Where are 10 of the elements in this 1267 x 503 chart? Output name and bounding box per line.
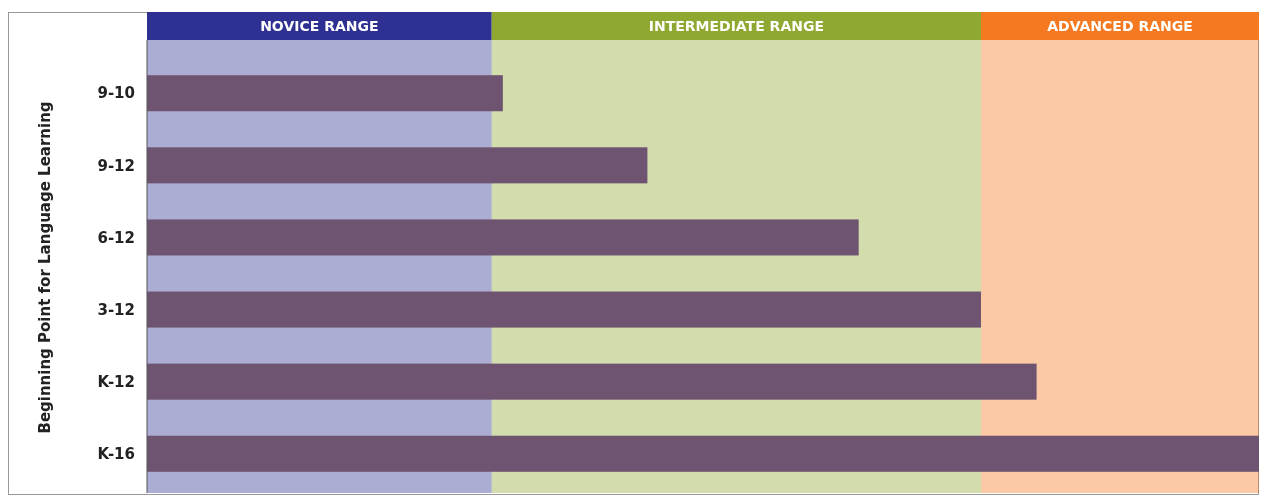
y-tick-label: 6-12 [97, 228, 135, 247]
y-tick-label: 9-12 [97, 156, 135, 175]
band-label: ADVANCED RANGE [1047, 18, 1193, 34]
y-tick-label: 9-10 [97, 84, 135, 103]
y-axis-title: Beginning Point for Language Learning [36, 101, 54, 434]
y-tick-label: K-16 [97, 445, 135, 464]
band-label: NOVICE RANGE [260, 18, 379, 34]
y-tick-label: 3-12 [97, 300, 135, 319]
y-tick-label: K-12 [97, 372, 135, 391]
band-label: INTERMEDIATE RANGE [648, 18, 824, 34]
